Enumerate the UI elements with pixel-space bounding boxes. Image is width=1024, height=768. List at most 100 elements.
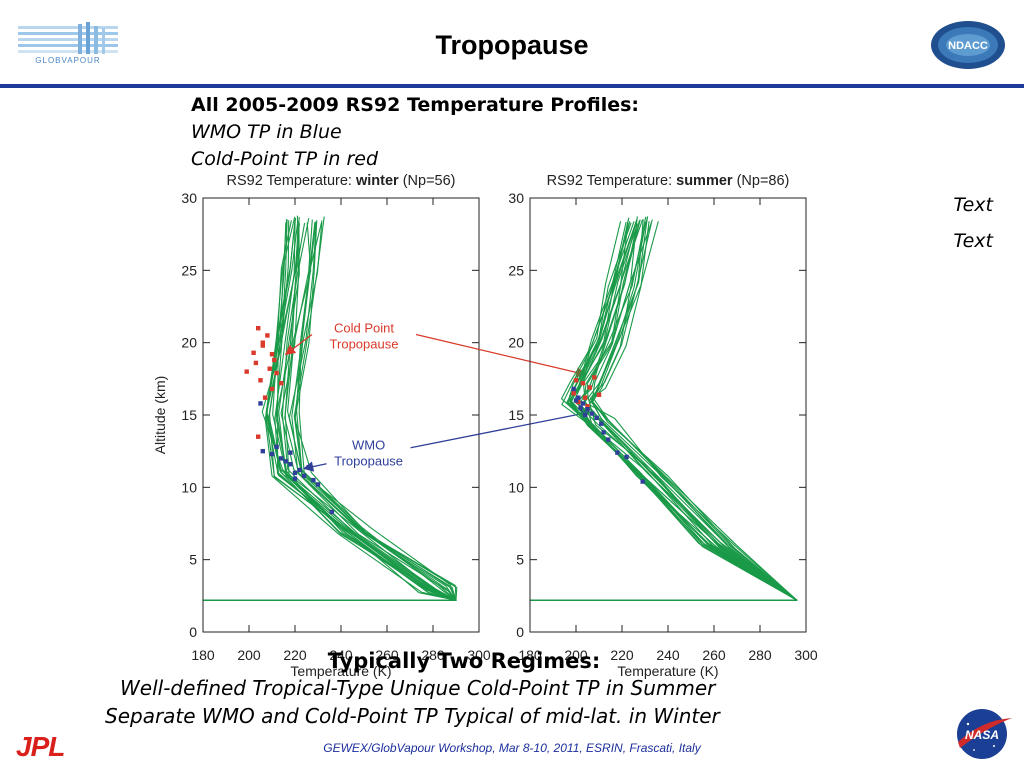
wmo-tp-marker <box>583 412 588 418</box>
profile-line <box>203 222 457 601</box>
wmo-tp-marker <box>258 401 263 406</box>
jpl-logo-icon: JPL <box>16 730 98 762</box>
profile-line <box>203 216 457 601</box>
cold-point-tp-marker <box>260 343 265 348</box>
wmo-tp-marker <box>589 411 595 416</box>
jpl-logo-text: JPL <box>16 731 64 760</box>
plot-frame <box>202 197 480 633</box>
profile-line <box>530 216 798 601</box>
x-tick-label: 240 <box>656 647 680 663</box>
cold-point-tp-marker <box>265 333 270 338</box>
cold-point-tp-marker <box>274 370 279 376</box>
cold-point-annotation-line1: Cold Point <box>334 321 394 336</box>
x-tick-label: 280 <box>421 647 445 663</box>
profile-line <box>203 220 457 601</box>
y-tick-label: 25 <box>181 262 197 278</box>
profile-line <box>203 222 457 601</box>
ndacc-logo-text: NDACC <box>948 40 988 52</box>
wmo-tp-marker <box>573 398 579 403</box>
intro-cold-point-line: Cold-Point TP in red <box>191 148 379 170</box>
profile-line <box>203 216 457 601</box>
wmo-tp-marker <box>288 450 293 455</box>
cold-point-tp-marker <box>571 391 576 396</box>
profile-line <box>530 219 798 601</box>
profile-line <box>530 219 798 601</box>
y-tick-label: 0 <box>516 624 524 640</box>
wmo-tp-marker <box>297 467 302 473</box>
x-tick-label: 180 <box>518 647 542 663</box>
x-tick-label: 280 <box>748 647 772 663</box>
x-tick-label: 240 <box>329 647 353 663</box>
summary-winter-line: Separate WMO and Cold-Point TP Typical o… <box>105 704 720 728</box>
wmo-arrow-winter <box>302 461 327 472</box>
y-axis-label: Altitude (km) <box>152 376 168 455</box>
profile-line <box>530 223 798 601</box>
summary-summer-line: Well-defined Tropical-Type Unique Cold-P… <box>120 676 716 700</box>
cold-point-tp-marker <box>262 395 268 400</box>
wmo-tp-marker <box>578 405 583 410</box>
profile-line <box>203 216 457 601</box>
side-note-1: Text <box>953 194 993 216</box>
profile-line <box>203 222 457 601</box>
chart-title: RS92 Temperature: summer (Np=86) <box>547 173 790 189</box>
profile-line <box>530 223 798 601</box>
wmo-tp-marker <box>580 401 586 406</box>
x-tick-label: 300 <box>794 647 818 663</box>
profile-line <box>203 219 457 601</box>
wmo-tp-marker <box>269 451 275 457</box>
nasa-logo-icon: NASA <box>952 706 1014 760</box>
profile-line <box>530 221 798 601</box>
wmo-tp-marker <box>279 456 284 461</box>
wmo-tp-marker <box>576 395 581 400</box>
intro-wmo-line: WMO TP in Blue <box>191 121 342 143</box>
wmo-tp-marker <box>311 477 316 483</box>
cold-point-tp-marker <box>279 380 284 386</box>
y-tick-label: 15 <box>508 407 524 423</box>
profile-line <box>530 216 798 601</box>
wmo-tp-marker <box>624 454 629 460</box>
cold-point-tp-marker <box>587 385 592 390</box>
wmo-tp-marker <box>571 386 576 392</box>
wmo-tp-marker <box>599 421 604 426</box>
profile-line <box>530 221 798 601</box>
profile-line <box>530 217 798 601</box>
x-tick-label: 300 <box>467 647 491 663</box>
plot-frame <box>529 197 807 633</box>
profile-bundle <box>530 216 798 601</box>
profile-line <box>203 219 457 601</box>
cold-point-tp-marker <box>583 395 588 400</box>
wmo-annotation-line1: WMO <box>352 438 385 453</box>
profile-line <box>530 217 798 601</box>
footer-text: GEWEX/GlobVapour Workshop, Mar 8-10, 201… <box>323 741 701 755</box>
profile-line <box>203 221 457 601</box>
profile-line <box>203 217 457 601</box>
wmo-tp-marker <box>292 470 298 476</box>
cold-point-tp-marker <box>244 369 249 374</box>
intro-heading: All 2005-2009 RS92 Temperature Profiles: <box>191 94 639 116</box>
profile-line <box>203 222 457 601</box>
y-tick-label: 5 <box>516 552 524 568</box>
profile-line <box>203 221 457 601</box>
x-tick-label: 260 <box>702 647 726 663</box>
x-tick-label: 220 <box>610 647 634 663</box>
cold-point-tp-marker <box>585 404 590 409</box>
y-tick-label: 10 <box>181 479 197 495</box>
profile-line <box>203 221 457 601</box>
wmo-tp-marker <box>606 437 611 442</box>
profile-line <box>203 218 457 601</box>
cold-point-tp-marker <box>576 399 581 405</box>
nasa-logo-text: NASA <box>965 728 999 742</box>
profile-line <box>530 222 798 601</box>
ndacc-logo-icon: NDACC <box>930 20 1006 70</box>
wmo-tp-marker <box>315 482 321 487</box>
x-tick-label: 200 <box>237 647 261 663</box>
y-tick-label: 0 <box>189 624 197 640</box>
y-tick-label: 30 <box>508 190 524 206</box>
x-tick-label: 180 <box>191 647 215 663</box>
wmo-tp-marker <box>302 473 307 478</box>
wmo-tp-marker <box>615 450 620 455</box>
side-note-2: Text <box>953 230 993 252</box>
wmo-tp-marker <box>274 444 279 450</box>
profile-line <box>203 223 457 601</box>
x-tick-label: 200 <box>564 647 588 663</box>
